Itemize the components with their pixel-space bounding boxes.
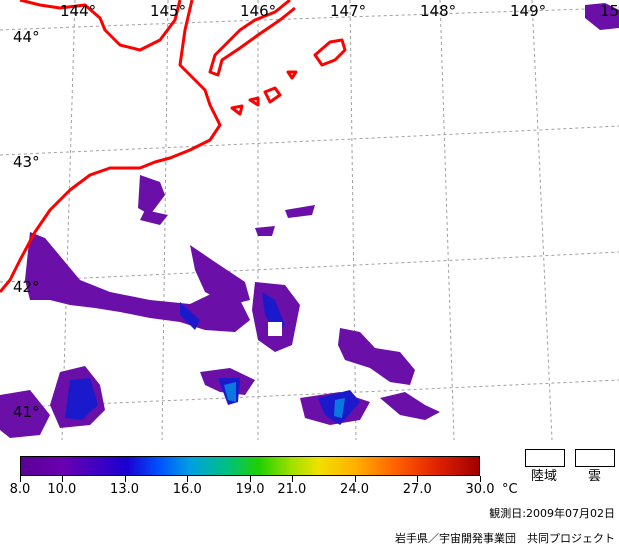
graticule-line — [531, 0, 553, 440]
graticule-line — [0, 125, 619, 156]
graticule-line — [161, 0, 169, 440]
cloud-legend-label: 雲 — [588, 469, 602, 484]
colorbar-tick — [250, 476, 251, 482]
graticule-line — [439, 0, 455, 440]
sst-patch — [138, 175, 165, 215]
colorbar-tick-label: 8.0 — [9, 482, 31, 497]
longitude-label: 146° — [240, 2, 277, 20]
observation-date: 観測日:2009年07月02日 — [489, 507, 615, 520]
cloud-legend-swatch — [575, 449, 615, 467]
sst-warmest-patches — [224, 382, 345, 418]
latitude-label: 44° — [13, 28, 40, 46]
sst-patch — [190, 245, 250, 305]
sst-patch — [334, 398, 345, 418]
hokkaido-coastline — [19, 0, 182, 52]
sst-patch — [180, 302, 200, 330]
sst-patch — [255, 226, 275, 236]
sst-patch — [285, 205, 315, 218]
colorbar-tick — [124, 476, 126, 482]
colorbar-tick — [291, 476, 293, 482]
sea-surface-temperature-map — [0, 0, 619, 440]
sst-patch — [380, 392, 440, 420]
sst-patch — [65, 378, 98, 420]
colorbar-tick-label: 24.0 — [340, 482, 370, 497]
island-coastline — [313, 38, 347, 67]
graticule-line — [349, 0, 357, 440]
colorbar-tick — [354, 476, 356, 482]
sst-patch — [338, 328, 415, 385]
colorbar-tick — [61, 476, 63, 482]
colorbar-tick-label: 13.0 — [110, 482, 140, 497]
sst-patches — [0, 3, 619, 438]
colorbar-tick — [187, 476, 189, 482]
graticule-line — [61, 0, 76, 440]
latitude-label: 43° — [13, 153, 40, 171]
colorbar-tick — [417, 476, 419, 482]
land-legend-swatch — [525, 449, 565, 467]
colorbar-tick — [20, 476, 21, 482]
graticule-line — [0, 7, 619, 31]
temperature-colorbar — [20, 456, 480, 476]
graticule-line — [0, 251, 619, 283]
kunashir-coastline — [208, 0, 296, 77]
coastline — [0, 0, 347, 293]
colorbar-tick-label: 10.0 — [47, 482, 77, 497]
longitude-label: 15 — [600, 2, 619, 20]
sst-patch — [25, 232, 250, 332]
longitude-label: 148° — [420, 2, 457, 20]
sst-patch — [224, 382, 236, 402]
colorbar-tick-label: 21.0 — [277, 482, 307, 497]
sst-patch — [585, 3, 619, 30]
longitude-label: 147° — [330, 2, 367, 20]
sst-patch — [140, 210, 168, 225]
colorbar-tick-label: 30.0 — [465, 482, 495, 497]
sst-patch — [0, 390, 50, 438]
latitude-label: 42° — [13, 278, 40, 296]
colorbar-tick — [480, 476, 481, 482]
unit-label: °C — [502, 482, 518, 497]
graticule — [0, 0, 619, 440]
island-coastline — [248, 96, 260, 107]
cloud-gap — [268, 322, 282, 336]
longitude-label: 144° — [60, 2, 97, 20]
longitude-label: 149° — [510, 2, 547, 20]
colorbar-tick-label: 27.0 — [402, 482, 432, 497]
island-coastline — [263, 86, 282, 104]
credit-line: 岩手県／宇宙開発事業団 共同プロジェクト — [395, 532, 615, 545]
colorbar-tick-label: 16.0 — [172, 482, 202, 497]
island-coastline — [230, 104, 244, 116]
hokkaido-coastline — [0, 0, 222, 293]
island-coastline — [286, 70, 298, 80]
land-legend-label: 陸域 — [531, 469, 558, 484]
longitude-label: 145° — [150, 2, 187, 20]
latitude-label: 41° — [13, 403, 40, 421]
colorbar-tick-label: 19.0 — [235, 482, 265, 497]
